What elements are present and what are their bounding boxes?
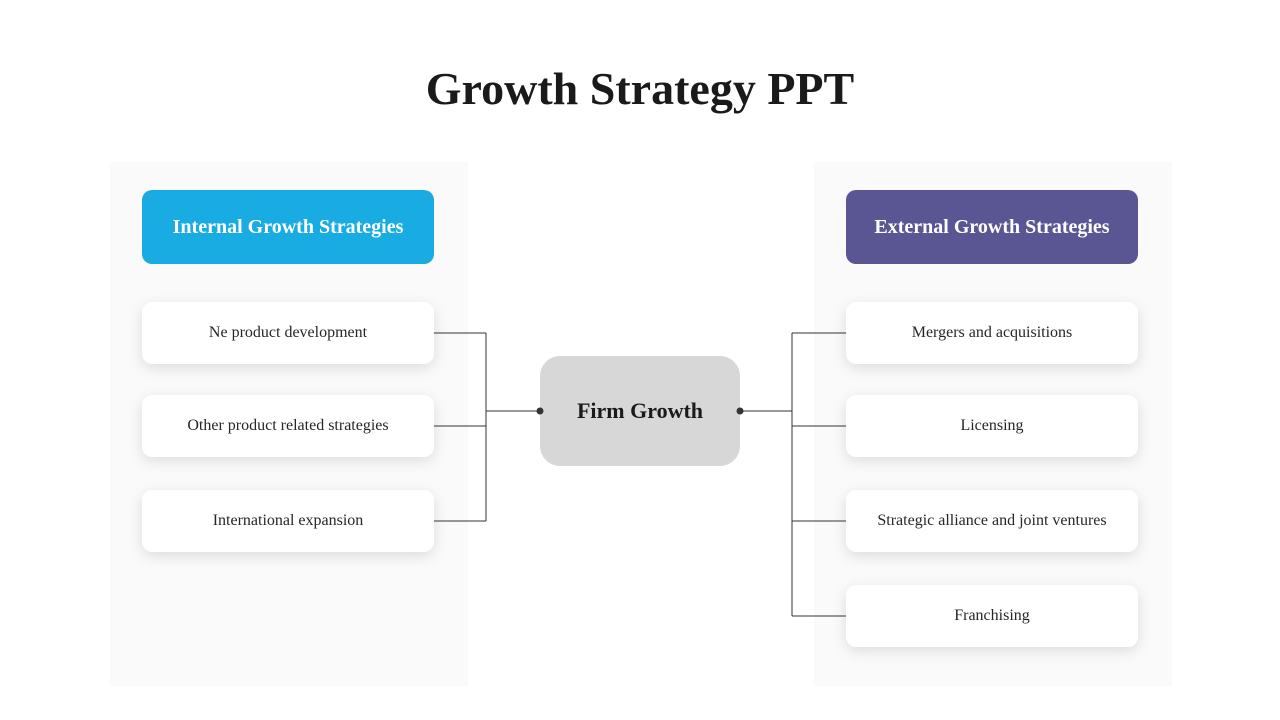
- page-title: Growth Strategy PPT: [0, 62, 1280, 115]
- diagram-canvas: Growth Strategy PPT Internal Growth Stra…: [0, 0, 1280, 720]
- left-panel: Internal Growth Strategies Ne product de…: [110, 162, 468, 686]
- left-header: Internal Growth Strategies: [142, 190, 434, 264]
- right-panel: External Growth Strategies Mergers and a…: [814, 162, 1172, 686]
- right-item-2: Strategic alliance and joint ventures: [846, 490, 1138, 552]
- right-header: External Growth Strategies: [846, 190, 1138, 264]
- left-item-2: International expansion: [142, 490, 434, 552]
- right-item-3: Franchising: [846, 585, 1138, 647]
- right-item-1: Licensing: [846, 395, 1138, 457]
- left-item-1: Other product related strategies: [142, 395, 434, 457]
- left-item-0: Ne product development: [142, 302, 434, 364]
- right-item-0: Mergers and acquisitions: [846, 302, 1138, 364]
- center-node: Firm Growth: [540, 356, 740, 466]
